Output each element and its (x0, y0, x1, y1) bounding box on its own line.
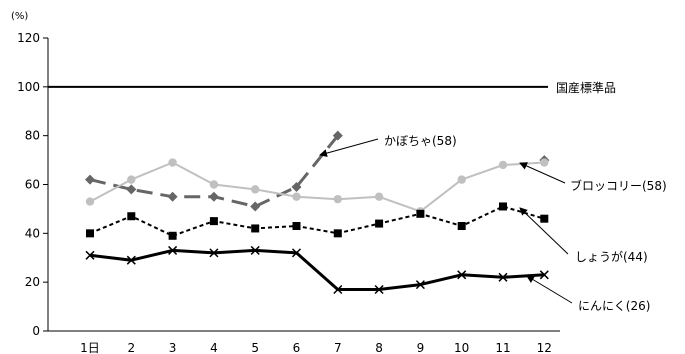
data-point (333, 194, 342, 204)
data-point (333, 229, 342, 238)
annotation-arrow (519, 207, 569, 255)
reference-line-group: 国産標準品 (48, 80, 616, 95)
series-line (89, 205, 545, 237)
data-point (539, 270, 549, 280)
data-point (127, 212, 136, 221)
data-point (540, 158, 549, 167)
x-tick-label: 8 (375, 341, 383, 354)
axes: 0 20 40 60 80 100 120 (%) 1日 2 3 4 5 6 7 8 9 10 11 12 (11, 11, 560, 354)
annotation-arrow (519, 162, 566, 184)
data-point (415, 280, 425, 290)
data-point (85, 197, 95, 206)
data-point (333, 284, 343, 295)
y-tick-label: 40 (25, 226, 40, 240)
series-0 (85, 130, 550, 212)
x-tick-label: 6 (293, 341, 301, 354)
data-point (374, 192, 384, 201)
data-point (168, 245, 178, 255)
annotation-arrow (526, 275, 573, 304)
series-line (89, 248, 545, 291)
annotation-arrow (319, 138, 379, 157)
data-point (540, 214, 549, 223)
series-line (89, 161, 545, 213)
data-point (208, 191, 219, 202)
data-point (209, 248, 219, 258)
x-tick-label: 5 (251, 341, 259, 354)
data-point (498, 272, 508, 282)
series-label: かぼちゃ(58) (384, 134, 457, 148)
y-axis-label: (%) (11, 11, 28, 22)
data-point (209, 180, 219, 189)
data-point (292, 192, 301, 201)
data-point (126, 184, 137, 195)
x-tick-label: 4 (210, 341, 218, 354)
y-tick-label: 0 (32, 324, 40, 338)
x-tick-label: 2 (127, 341, 135, 354)
series-1 (85, 158, 549, 216)
x-tick-label: 12 (537, 341, 552, 354)
x-tick-label: 3 (169, 341, 177, 354)
y-tick-label: 60 (25, 178, 40, 192)
data-point (85, 174, 95, 185)
data-point (457, 270, 467, 280)
series-label: ブロッコリー(58) (570, 178, 667, 193)
data-point (291, 248, 302, 258)
data-point (209, 217, 218, 226)
data-point (498, 160, 508, 170)
data-point (332, 130, 343, 141)
data-point (168, 158, 177, 167)
data-point (251, 224, 260, 233)
reference-line-label: 国産標準品 (556, 80, 616, 95)
x-tick-label: 7 (334, 341, 342, 354)
data-point (85, 250, 95, 260)
data-point (291, 181, 302, 192)
series-2 (86, 202, 549, 240)
x-tick-label: 10 (454, 341, 469, 354)
data-point (126, 255, 136, 265)
data-point (499, 202, 507, 211)
data-point (416, 209, 425, 218)
y-tick-label: 120 (17, 31, 40, 45)
y-tick-label: 100 (17, 80, 40, 94)
data-point (457, 222, 466, 231)
data-point (292, 222, 301, 231)
data-point (251, 185, 260, 194)
x-tick-label: 1日 (80, 341, 100, 354)
data-point (127, 175, 136, 184)
annotations: かぼちゃ(58) ブロッコリー(58) しょうが(44) にんにく(26) (319, 134, 667, 313)
data-point (457, 175, 466, 184)
data-point (375, 219, 384, 228)
data-point (86, 229, 94, 238)
data-point (168, 231, 177, 240)
data-point (167, 191, 178, 202)
x-tick-label: 9 (417, 341, 425, 354)
series-label: にんにく(26) (578, 299, 650, 313)
x-tick-label: 11 (495, 341, 510, 354)
y-tick-label: 20 (25, 275, 40, 289)
series-label: しょうが(44) (575, 249, 648, 264)
series-3 (85, 245, 549, 295)
data-point (250, 201, 261, 212)
data-point (250, 245, 260, 255)
y-tick-label: 80 (25, 129, 40, 143)
series-group (85, 130, 550, 295)
data-point (374, 284, 384, 295)
